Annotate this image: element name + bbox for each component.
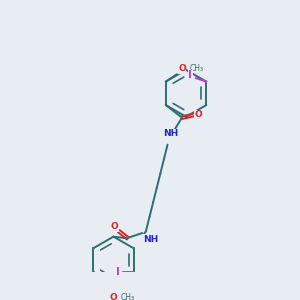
Text: I: I xyxy=(188,70,192,80)
Text: O: O xyxy=(178,64,186,74)
Text: O: O xyxy=(110,293,117,300)
Text: O: O xyxy=(110,222,118,231)
Text: CH₃: CH₃ xyxy=(189,64,203,74)
Text: NH: NH xyxy=(143,235,158,244)
Text: NH: NH xyxy=(163,129,178,138)
Text: CH₃: CH₃ xyxy=(121,293,135,300)
Text: I: I xyxy=(116,267,119,277)
Text: O: O xyxy=(194,110,202,119)
